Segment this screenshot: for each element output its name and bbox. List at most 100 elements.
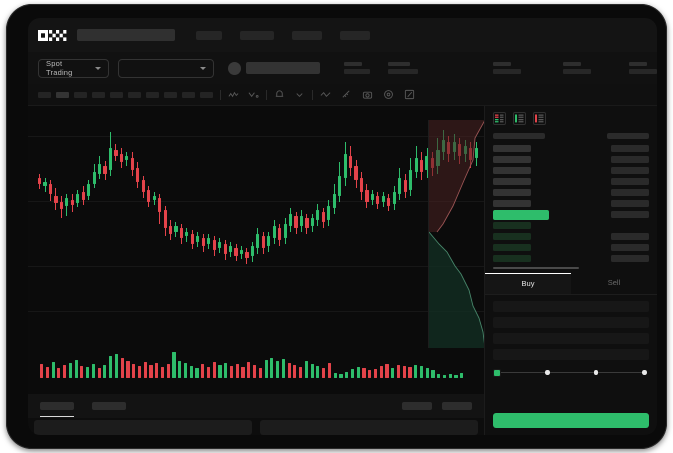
candle-body [250,246,254,256]
indicator-icon[interactable] [228,89,239,100]
alert-icon[interactable] [274,89,285,100]
timeframe-button-active[interactable] [56,91,69,98]
orderbook-row-spread[interactable] [493,209,649,220]
candle [376,192,380,209]
orderbook-price-cell [493,167,531,174]
volume-bar [356,367,360,378]
nav-item-1[interactable] [196,30,222,40]
amount-percent-slider[interactable] [485,365,657,377]
nav-item-4[interactable] [340,30,370,40]
orderbook-row-ask[interactable] [493,143,649,154]
candle [414,146,418,178]
nav-item-3[interactable] [292,30,322,40]
okx-logo-icon[interactable] [38,29,68,42]
slider-tick[interactable] [545,370,550,375]
candle-body [414,158,418,172]
orderbook-row-ask[interactable] [493,154,649,165]
bottom-action-1[interactable] [402,402,432,410]
orderbook-row-bid[interactable] [493,242,649,253]
orderbook-row-bid[interactable] [493,253,649,264]
pair-selector-dropdown[interactable] [117,58,215,78]
price-field[interactable] [493,316,649,328]
timeframe-button[interactable] [146,91,159,98]
candle-body [474,148,478,158]
candle [130,152,134,176]
both-sides-icon[interactable] [493,112,506,125]
volume-bar [287,363,291,378]
slider-tick[interactable] [593,370,599,375]
slider-tick[interactable] [642,370,647,375]
chevron-down-icon[interactable] [294,89,305,100]
ruler-icon[interactable] [341,89,352,100]
orderbook-price-cell [493,209,549,220]
amount-field[interactable] [493,332,649,344]
timeframe-button[interactable] [110,91,123,98]
candle [365,184,369,208]
timeframe-button[interactable] [92,91,105,98]
submit-buy-button[interactable] [493,413,649,428]
volume-bar [368,370,372,378]
volume-bar [276,361,280,378]
tab-buy[interactable]: Buy [485,272,571,294]
camera-icon[interactable] [362,89,373,100]
candle-body [108,148,113,170]
orderbook-scrollbar[interactable] [493,267,579,269]
candle [245,248,249,264]
candle [283,218,287,244]
candle [370,190,375,205]
timeframe-button[interactable] [74,91,87,98]
candle-body [65,198,69,206]
market-type-dropdown[interactable]: Spot Trading [38,58,109,78]
timeframe-button[interactable] [182,91,195,98]
price-chart[interactable] [28,106,484,394]
candle-body [343,154,347,178]
volume-bar [189,366,193,378]
volume-bar [212,362,216,378]
timeframe-button[interactable] [38,91,51,98]
orderbook-row-ask[interactable] [493,165,649,176]
candle [103,161,107,180]
nav-item-2[interactable] [240,30,274,40]
bids-only-icon[interactable] [513,112,526,125]
orderbook-row-ask[interactable] [493,176,649,187]
order-type-field[interactable] [493,300,649,312]
orderbook-row-bid[interactable] [493,231,649,242]
slider-handle[interactable] [493,368,501,377]
timeframe-button[interactable] [128,91,141,98]
bottom-action-2[interactable] [442,402,472,410]
total-field[interactable] [493,348,649,360]
fullscreen-icon[interactable] [404,89,415,100]
tab-sell[interactable]: Sell [607,277,621,287]
candle [354,160,358,188]
orderbook-panel: Buy Sell [484,106,657,435]
bottom-panel-left[interactable] [34,420,252,435]
volume-bar [114,354,118,378]
volume-bar [310,364,314,378]
candle-body [419,160,424,172]
candle-body [147,190,151,202]
orderbook-row-ask[interactable] [493,187,649,198]
line-chart-icon[interactable] [320,89,331,100]
compare-icon[interactable] [248,89,259,100]
bottom-tab-2[interactable] [92,402,126,410]
asks-only-icon[interactable] [533,112,546,125]
timeframe-button[interactable] [164,91,177,98]
candle-body [38,178,42,184]
volume-bar [362,368,366,378]
candle-body [392,192,396,204]
search-input[interactable] [77,29,175,41]
volume-bar [132,364,136,378]
timeframe-button[interactable] [200,91,213,98]
candle-body [152,196,156,200]
candle [272,220,276,244]
candle-body [185,232,189,236]
settings-icon[interactable] [383,89,394,100]
volume-bar [91,364,95,378]
bottom-panel-right[interactable] [260,420,478,435]
volume-bar [304,361,308,378]
bottom-tab-1[interactable] [40,402,74,417]
candle [267,232,271,252]
volume-bar [97,368,101,378]
orderbook-row-bid[interactable] [493,220,649,231]
orderbook-row-ask[interactable] [493,198,649,209]
